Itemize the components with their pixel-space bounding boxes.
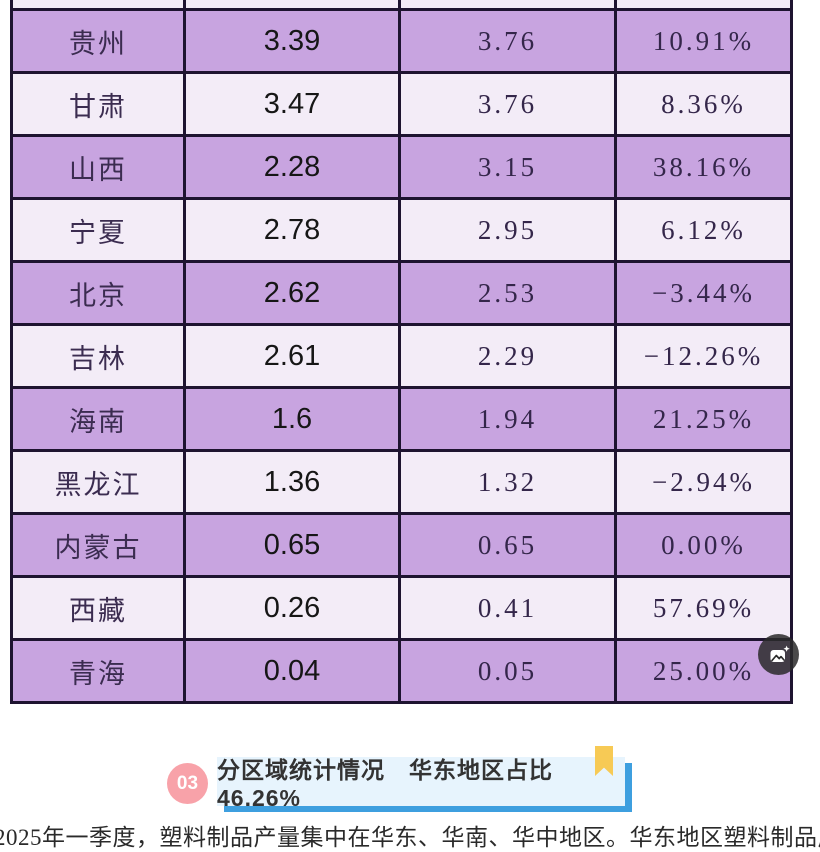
yoy-cell: 21.25% <box>614 386 793 452</box>
value2-cell: 0.65 <box>398 512 617 578</box>
yoy-cell: −2.94% <box>614 449 793 515</box>
yoy-cell: 8.36% <box>614 71 793 137</box>
value1-cell: 2.62 <box>183 260 401 326</box>
section-title-banner: 分区域统计情况 华东地区占比46.26% <box>217 757 625 811</box>
yoy-cell: −3.44% <box>614 260 793 326</box>
table-row: 黑龙江 1.36 1.32 −2.94% <box>10 449 793 515</box>
region-cell: 西藏 <box>10 575 186 641</box>
region-cell: 宁夏 <box>10 197 186 263</box>
value2-cell: 2.29 <box>398 323 617 389</box>
value1-cell: 2.28 <box>183 134 401 200</box>
value1-cell: 2.61 <box>183 323 401 389</box>
region-cell: 吉林 <box>10 323 186 389</box>
yoy-cell: 0.00% <box>614 512 793 578</box>
region-stats-table: 贵州 3.39 3.76 10.91% 甘肃 3.47 3.76 8.36% 山… <box>10 0 793 704</box>
yoy-cell: 10.91% <box>614 8 793 74</box>
table-row: 贵州 3.39 3.76 10.91% <box>10 8 793 74</box>
table-row: 吉林 2.61 2.29 −12.26% <box>10 323 793 389</box>
value2-cell: 1.94 <box>398 386 617 452</box>
value1-cell: 3.39 <box>183 8 401 74</box>
footer-paragraph: 2025年一季度，塑料制品产量集中在华东、华南、华中地区。华东地区塑料制品产量8… <box>0 825 820 850</box>
region-cell: 海南 <box>10 386 186 452</box>
region-cell: 贵州 <box>10 8 186 74</box>
value1-cell: 2.78 <box>183 197 401 263</box>
table-row: 西藏 0.26 0.41 57.69% <box>10 575 793 641</box>
section-number-badge: 03 <box>167 763 208 804</box>
yoy-cell: −12.26% <box>614 323 793 389</box>
value2-cell: 2.95 <box>398 197 617 263</box>
yoy-cell: 38.16% <box>614 134 793 200</box>
region-cell: 内蒙古 <box>10 512 186 578</box>
table-row: 甘肃 3.47 3.76 8.36% <box>10 71 793 137</box>
table-row: 山西 2.28 3.15 38.16% <box>10 134 793 200</box>
yoy-cell: 57.69% <box>614 575 793 641</box>
region-cell: 黑龙江 <box>10 449 186 515</box>
image-tool-button[interactable] <box>758 634 799 675</box>
value2-cell: 0.41 <box>398 575 617 641</box>
yoy-cell: 6.12% <box>614 197 793 263</box>
table-row: 宁夏 2.78 2.95 6.12% <box>10 197 793 263</box>
value1-cell: 0.04 <box>183 638 401 704</box>
table-row: 青海 0.04 0.05 25.00% <box>10 638 793 704</box>
value2-cell: 3.76 <box>398 71 617 137</box>
value2-cell: 0.05 <box>398 638 617 704</box>
value2-cell: 1.32 <box>398 449 617 515</box>
section-title: 分区域统计情况 华东地区占比46.26% <box>217 757 553 811</box>
table-row: 内蒙古 0.65 0.65 0.00% <box>10 512 793 578</box>
region-cell: 北京 <box>10 260 186 326</box>
table-row-partial <box>10 0 793 11</box>
bookmark-ribbon-icon <box>595 746 613 776</box>
table-row: 北京 2.62 2.53 −3.44% <box>10 260 793 326</box>
value1-cell: 0.65 <box>183 512 401 578</box>
region-cell: 甘肃 <box>10 71 186 137</box>
image-sparkle-icon <box>770 645 790 662</box>
value2-cell: 2.53 <box>398 260 617 326</box>
value1-cell: 0.26 <box>183 575 401 641</box>
value1-cell: 1.36 <box>183 449 401 515</box>
section-number: 03 <box>176 772 199 794</box>
table-row: 海南 1.6 1.94 21.25% <box>10 386 793 452</box>
region-cell: 青海 <box>10 638 186 704</box>
value1-cell: 1.6 <box>183 386 401 452</box>
value2-cell: 3.15 <box>398 134 617 200</box>
region-cell: 山西 <box>10 134 186 200</box>
value1-cell: 3.47 <box>183 71 401 137</box>
value2-cell: 3.76 <box>398 8 617 74</box>
